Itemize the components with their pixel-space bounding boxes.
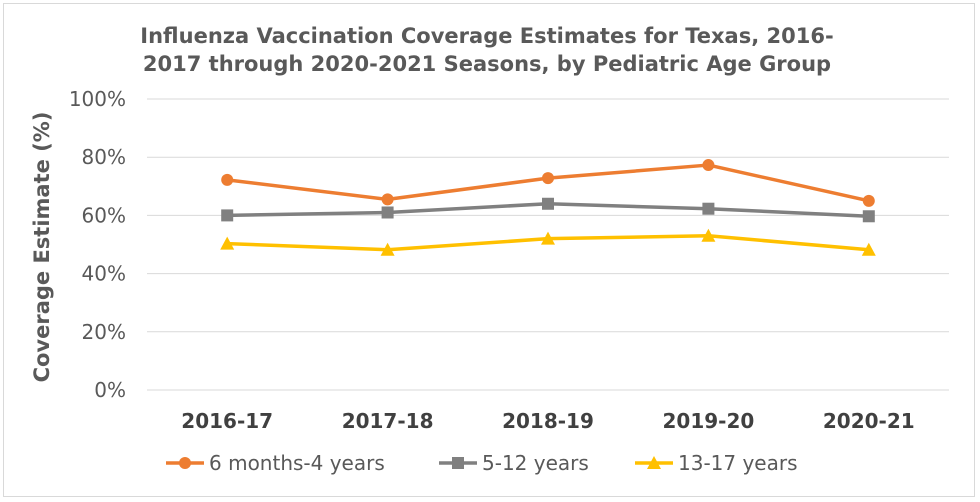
- series-6-months-4-years: [221, 159, 875, 207]
- chart-title-line-1: Influenza Vaccination Coverage Estimates…: [140, 24, 833, 48]
- legend-entry: 6 months-4 years: [166, 451, 385, 475]
- data-point: [701, 228, 716, 242]
- series-lines: [220, 159, 876, 256]
- y-tick-label: 0%: [94, 378, 126, 402]
- data-point: [862, 194, 875, 207]
- y-tick-label: 80%: [82, 145, 126, 169]
- legend-marker: [452, 457, 464, 469]
- legend-label: 5-12 years: [482, 451, 589, 475]
- data-point: [861, 242, 876, 256]
- legend-entry: 5-12 years: [439, 451, 589, 475]
- data-point: [381, 193, 394, 206]
- y-axis-ticks: 0% 20% 40% 60% 80% 100%: [69, 87, 126, 402]
- series-13-17-years: [220, 228, 876, 256]
- legend-marker: [179, 457, 191, 469]
- data-point: [702, 159, 715, 172]
- data-point: [221, 173, 234, 186]
- y-axis-label: Coverage Estimate (%): [30, 112, 54, 383]
- legend-label: 13-17 years: [678, 451, 798, 475]
- x-tick-label: 2017-18: [342, 409, 434, 433]
- x-tick-label: 2020-21: [823, 409, 915, 433]
- legend-entry: 13-17 years: [635, 451, 798, 475]
- y-tick-label: 40%: [82, 262, 126, 286]
- x-axis-ticks: 2016-17 2017-18 2018-19 2019-20 2020-21: [181, 409, 914, 433]
- y-tick-label: 60%: [82, 203, 126, 227]
- legend: 6 months-4 years 5-12 years 13-17 years: [166, 451, 798, 475]
- data-point: [221, 209, 234, 222]
- x-tick-label: 2018-19: [502, 409, 594, 433]
- chart-frame: [3, 3, 975, 497]
- y-tick-label: 20%: [82, 320, 126, 344]
- y-tick-label: 100%: [69, 87, 126, 111]
- legend-label: 6 months-4 years: [209, 451, 385, 475]
- x-tick-label: 2016-17: [181, 409, 273, 433]
- gridlines: [147, 98, 949, 391]
- chart-title-line-2: 2017 through 2020-2021 Seasons, by Pedia…: [143, 52, 831, 76]
- data-point: [541, 231, 555, 245]
- series-5-12-years: [221, 197, 875, 223]
- data-point: [380, 242, 395, 256]
- data-point: [220, 236, 235, 250]
- data-point: [381, 206, 394, 219]
- legend-marker: [647, 456, 661, 469]
- data-point: [542, 197, 554, 210]
- data-point: [542, 172, 554, 185]
- data-point: [702, 202, 715, 215]
- data-point: [862, 210, 875, 223]
- x-tick-label: 2019-20: [663, 409, 755, 433]
